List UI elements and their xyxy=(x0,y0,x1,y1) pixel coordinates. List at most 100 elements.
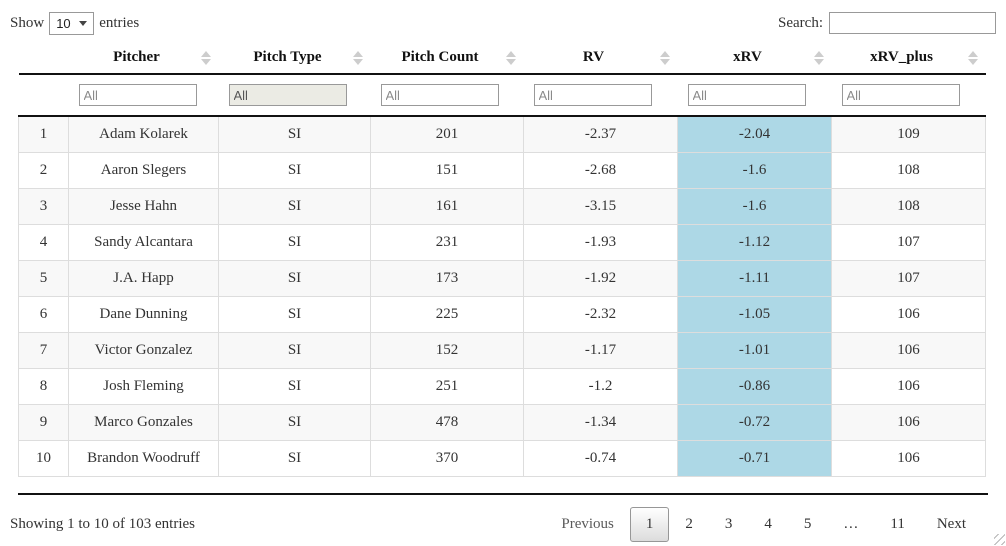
cell-pitcher: J.A. Happ xyxy=(68,260,219,297)
cell-xrv: -1.6 xyxy=(677,188,832,225)
page-button-5[interactable]: 5 xyxy=(803,516,812,532)
filter-cell-index xyxy=(18,74,69,117)
table-row: 4 Sandy Alcantara SI 231 -1.93 -1.12 107 xyxy=(18,224,986,261)
cell-xrv-plus: 106 xyxy=(831,368,986,405)
cell-pitch-type: SI xyxy=(218,224,371,261)
row-index: 10 xyxy=(18,440,69,477)
table-row: 3 Jesse Hahn SI 161 -3.15 -1.6 108 xyxy=(18,188,986,225)
cell-xrv-plus: 106 xyxy=(831,332,986,369)
header-row: Pitcher Pitch Type Pitch Count RV xRV xR… xyxy=(18,42,986,75)
column-header-index xyxy=(18,42,69,75)
cell-rv: -2.37 xyxy=(523,115,678,153)
column-header-label: xRV_plus xyxy=(870,49,933,65)
row-index: 1 xyxy=(18,115,69,153)
cell-pitch-type: SI xyxy=(218,368,371,405)
cell-pitch-type: SI xyxy=(218,115,371,153)
resize-grip[interactable] xyxy=(994,534,1005,545)
page-button-1[interactable]: 1 xyxy=(629,507,670,542)
column-header-pitcher[interactable]: Pitcher xyxy=(68,42,219,75)
table-controls: Show 10 entries Search: xyxy=(8,8,998,36)
filter-row xyxy=(18,74,986,117)
page-button-3[interactable]: 3 xyxy=(724,516,733,532)
cell-xrv-plus: 106 xyxy=(831,440,986,477)
cell-pitch-count: 173 xyxy=(370,260,524,297)
sort-icon xyxy=(200,50,211,65)
filter-cell-pitch-type xyxy=(218,74,371,117)
search-label: Search: xyxy=(778,14,823,31)
cell-pitch-count: 231 xyxy=(370,224,524,261)
row-index: 2 xyxy=(18,152,69,189)
page-button-11[interactable]: 11 xyxy=(890,516,905,532)
filter-input-pitch-count[interactable] xyxy=(380,84,499,106)
cell-pitch-type: SI xyxy=(218,260,371,297)
search-control: Search: xyxy=(778,12,996,34)
column-header-xrv-plus[interactable]: xRV_plus xyxy=(831,42,986,75)
show-entries-select[interactable]: 10 xyxy=(49,11,95,35)
cell-xrv-plus: 109 xyxy=(831,115,986,153)
page-button-4[interactable]: 4 xyxy=(764,516,772,532)
cell-pitch-count: 201 xyxy=(370,115,524,153)
cell-pitcher: Victor Gonzalez xyxy=(68,332,219,369)
filter-input-xrv[interactable] xyxy=(687,84,806,106)
row-index: 9 xyxy=(18,404,69,441)
cell-xrv: -2.04 xyxy=(677,115,832,153)
cell-rv: -3.15 xyxy=(523,188,678,225)
row-index: 7 xyxy=(18,332,69,369)
cell-xrv-plus: 108 xyxy=(831,152,986,189)
cell-xrv: -1.6 xyxy=(677,152,832,189)
filter-input-xrv-plus[interactable] xyxy=(841,84,960,106)
column-header-xrv[interactable]: xRV xyxy=(677,42,832,75)
filter-input-rv[interactable] xyxy=(533,84,652,106)
page-button-2[interactable]: 2 xyxy=(685,516,693,532)
cell-pitch-count: 152 xyxy=(370,332,524,369)
table-row: 2 Aaron Slegers SI 151 -2.68 -1.6 108 xyxy=(18,152,986,189)
cell-pitcher: Marco Gonzales xyxy=(68,404,219,441)
row-index: 3 xyxy=(18,188,69,225)
search-input[interactable] xyxy=(829,12,996,34)
column-header-label: Pitch Type xyxy=(253,49,322,65)
column-header-label: RV xyxy=(582,49,605,65)
column-header-pitch-count[interactable]: Pitch Count xyxy=(370,42,524,75)
cell-pitch-count: 161 xyxy=(370,188,524,225)
table-row: 8 Josh Fleming SI 251 -1.2 -0.86 106 xyxy=(18,368,986,405)
data-table: Pitcher Pitch Type Pitch Count RV xRV xR… xyxy=(18,42,986,477)
filter-cell-rv xyxy=(523,74,678,117)
pagination: Previous 1 2 3 4 5 … 11 Next xyxy=(545,507,982,542)
cell-pitch-count: 478 xyxy=(370,404,524,441)
cell-xrv-plus: 108 xyxy=(831,188,986,225)
cell-pitcher: Josh Fleming xyxy=(68,368,219,405)
cell-pitch-type: SI xyxy=(218,440,371,477)
cell-pitcher: Jesse Hahn xyxy=(68,188,219,225)
cell-rv: -0.74 xyxy=(523,440,678,477)
table-info: Showing 1 to 10 of 103 entries xyxy=(10,516,195,532)
cell-rv: -2.32 xyxy=(523,296,678,333)
filter-cell-xrv-plus xyxy=(831,74,986,117)
cell-pitch-type: SI xyxy=(218,152,371,189)
cell-pitch-type: SI xyxy=(218,332,371,369)
table-row: 7 Victor Gonzalez SI 152 -1.17 -1.01 106 xyxy=(18,332,986,369)
cell-pitch-type: SI xyxy=(218,296,371,333)
row-index: 6 xyxy=(18,296,69,333)
cell-pitch-count: 251 xyxy=(370,368,524,405)
column-header-rv[interactable]: RV xyxy=(523,42,678,75)
table-footer: Showing 1 to 10 of 103 entries Previous … xyxy=(8,507,998,542)
table-bottom-border xyxy=(18,477,988,495)
cell-xrv-plus: 106 xyxy=(831,404,986,441)
table-row: 10 Brandon Woodruff SI 370 -0.74 -0.71 1… xyxy=(18,440,986,477)
cell-pitcher: Aaron Slegers xyxy=(68,152,219,189)
column-header-pitch-type[interactable]: Pitch Type xyxy=(218,42,371,75)
cell-pitch-count: 225 xyxy=(370,296,524,333)
filter-input-pitcher[interactable] xyxy=(78,84,197,106)
cell-rv: -1.2 xyxy=(523,368,678,405)
sort-icon xyxy=(813,50,824,65)
filter-select-pitch-type[interactable] xyxy=(228,84,347,106)
sort-icon xyxy=(505,50,516,65)
cell-rv: -1.34 xyxy=(523,404,678,441)
cell-rv: -1.92 xyxy=(523,260,678,297)
cell-pitcher: Adam Kolarek xyxy=(68,115,219,153)
filter-cell-pitch-count xyxy=(370,74,524,117)
cell-xrv: -0.71 xyxy=(677,440,832,477)
previous-button[interactable]: Previous xyxy=(561,516,614,532)
table-row: 9 Marco Gonzales SI 478 -1.34 -0.72 106 xyxy=(18,404,986,441)
next-button[interactable]: Next xyxy=(936,516,966,532)
